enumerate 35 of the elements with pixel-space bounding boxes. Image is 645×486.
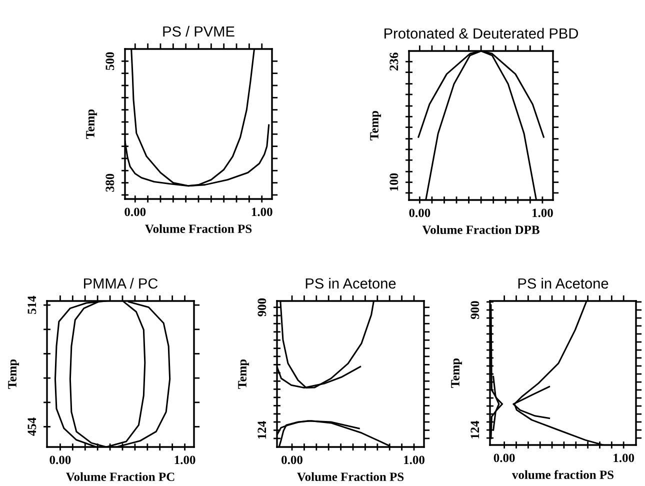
x-tick-label: 1.00	[532, 208, 553, 218]
x-tick-label: 0.00	[282, 456, 302, 464]
y-axis-title: Temp	[451, 358, 462, 388]
chart-title: Protonated & Deuterated PBD	[384, 28, 578, 39]
y-tick-label: 236	[390, 52, 398, 70]
x-axis-title: Volume Fraction PS	[145, 224, 252, 234]
x-tick-label: 0.00	[124, 208, 146, 216]
x-tick-label: 0.00	[409, 208, 430, 218]
x-tick-label: 1.00	[252, 208, 272, 216]
y-axis-title: Temp	[238, 359, 249, 389]
chart-title: PS in Acetone	[518, 278, 608, 289]
x-axis-title: volume fraction PS	[512, 470, 614, 480]
y-tick-label: 124	[470, 420, 480, 438]
y-tick-label: 380	[106, 174, 114, 192]
y-tick-label: 900	[470, 301, 480, 320]
x-axis-title: Volume Fraction PC	[66, 472, 174, 482]
y-axis-title: Temp	[86, 109, 97, 139]
chart-title: PMMA / PC	[84, 278, 158, 289]
y-tick-label: 900	[258, 298, 266, 316]
y-tick-label: 500	[106, 52, 114, 70]
y-tick-label: 514	[28, 296, 36, 314]
y-tick-label: 454	[28, 418, 36, 436]
x-axis-title: Volume Fraction PS	[297, 472, 404, 482]
y-axis-title: Temp	[370, 110, 381, 140]
x-tick-label: 1.00	[404, 456, 424, 464]
y-axis-title: Temp	[8, 359, 19, 389]
x-axis-title: Volume Fraction DPB	[422, 225, 540, 234]
chart-title: PS / PVME	[163, 26, 234, 37]
y-tick-label: 100	[390, 173, 398, 191]
chart-title: PS in Acetone	[306, 278, 396, 289]
x-tick-label: 1.00	[614, 454, 634, 462]
x-tick-label: 0.00	[494, 454, 515, 462]
y-tick-label: 124	[258, 421, 266, 439]
x-tick-label: 1.00	[174, 456, 196, 464]
x-tick-label: 0.00	[50, 456, 71, 464]
